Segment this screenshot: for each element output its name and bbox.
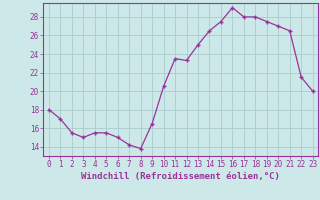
X-axis label: Windchill (Refroidissement éolien,°C): Windchill (Refroidissement éolien,°C) xyxy=(81,172,280,181)
